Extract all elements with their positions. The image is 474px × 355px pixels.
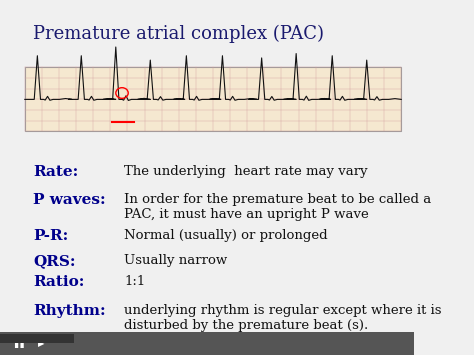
Text: ▶: ▶ [38, 339, 45, 348]
Text: Premature atrial complex (PAC): Premature atrial complex (PAC) [33, 25, 324, 43]
Text: P-R:: P-R: [33, 229, 68, 243]
Text: QRS:: QRS: [33, 254, 75, 268]
Text: P waves:: P waves: [33, 193, 106, 207]
FancyBboxPatch shape [0, 332, 414, 355]
Text: The underlying  heart rate may vary: The underlying heart rate may vary [124, 165, 368, 178]
Text: 1:1: 1:1 [124, 275, 146, 288]
Text: underlying rhythm is regular except where it is
disturbed by the premature beat : underlying rhythm is regular except wher… [124, 304, 442, 332]
Text: ▌▌: ▌▌ [14, 339, 27, 348]
FancyBboxPatch shape [25, 67, 401, 131]
Text: Rate:: Rate: [33, 165, 78, 179]
Text: Usually narrow: Usually narrow [124, 254, 228, 267]
Text: In order for the premature beat to be called a
PAC, it must have an upright P wa: In order for the premature beat to be ca… [124, 193, 431, 222]
Text: Normal (usually) or prolonged: Normal (usually) or prolonged [124, 229, 328, 242]
Text: Rhythm:: Rhythm: [33, 304, 106, 317]
Text: Ratio:: Ratio: [33, 275, 84, 289]
FancyBboxPatch shape [0, 334, 74, 343]
